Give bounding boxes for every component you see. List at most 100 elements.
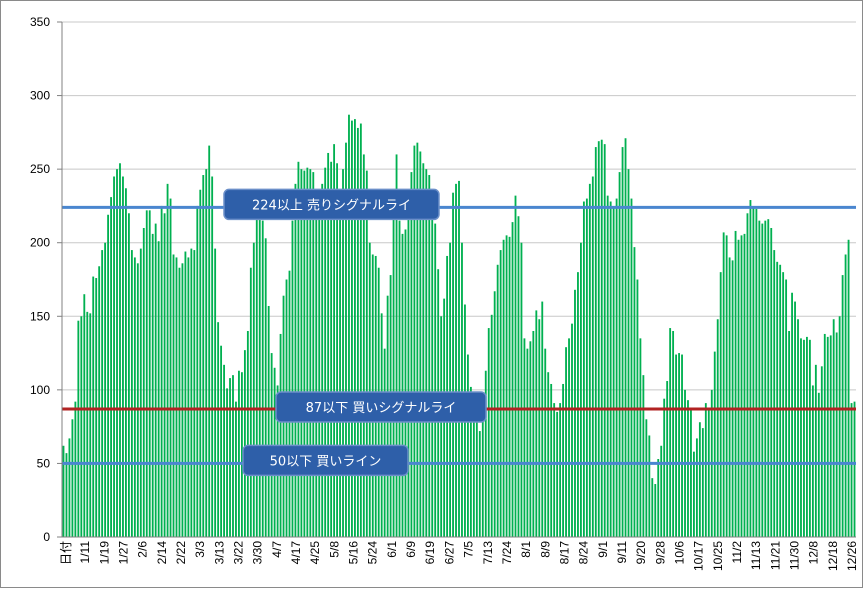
bar [336, 163, 338, 537]
bar [139, 248, 142, 537]
bar [475, 417, 478, 537]
x-tick-label: 3/3 [193, 541, 207, 558]
bar [508, 236, 511, 537]
y-tick-label: 300 [30, 89, 50, 103]
bar [89, 313, 92, 537]
annotation-text: 224以上 売りシグナルライ [252, 197, 411, 213]
x-tick-label: 3/22 [232, 541, 246, 565]
bar [687, 400, 689, 537]
bar [666, 381, 669, 537]
bar [452, 192, 454, 537]
bar [814, 364, 817, 537]
bar [255, 198, 258, 537]
x-tick-label: 5/8 [327, 541, 341, 558]
bar [291, 220, 294, 537]
bar [779, 264, 782, 537]
bar [808, 339, 811, 537]
bar [428, 175, 431, 537]
bar [113, 176, 115, 537]
bar [232, 375, 234, 537]
x-tick-label: 6/27 [442, 541, 456, 565]
bar [119, 163, 121, 537]
x-tick-label: 10/17 [692, 541, 706, 571]
bar [110, 197, 112, 537]
bar [92, 276, 95, 537]
bar [526, 348, 529, 537]
bar [690, 408, 692, 537]
bar [434, 223, 437, 537]
bar [190, 248, 193, 537]
bar [279, 333, 282, 537]
bar [654, 484, 657, 537]
bar [648, 435, 651, 537]
bar [853, 401, 856, 537]
y-tick-label: 0 [43, 530, 50, 544]
bar [122, 176, 124, 537]
x-tick-label: 12/18 [826, 541, 840, 571]
bar [267, 305, 270, 537]
bar [698, 422, 701, 537]
bar [65, 453, 68, 537]
bar [83, 294, 86, 537]
bar [169, 198, 172, 537]
bar [157, 241, 160, 538]
bar [574, 289, 576, 537]
bar [669, 328, 672, 537]
bar [303, 170, 306, 538]
y-tick-label: 250 [30, 162, 50, 176]
bar [672, 331, 675, 537]
x-tick-label: 10/25 [711, 541, 725, 571]
bar [71, 419, 74, 537]
bar [315, 217, 318, 537]
bar [419, 151, 422, 538]
x-tick-label: 5/24 [366, 541, 380, 565]
bar [844, 254, 847, 538]
bar [127, 213, 130, 538]
bar [823, 333, 826, 537]
bar [820, 366, 823, 537]
bar [502, 239, 505, 537]
bar [264, 238, 267, 538]
bar [618, 172, 621, 537]
x-axis-ticks: 日付 1/11 1/19 1/27 2/6 2/14 2/22 3/3 3/13 3/22 3/30… [59, 541, 859, 571]
bar [633, 247, 636, 537]
bar [249, 267, 252, 537]
bar [240, 372, 243, 537]
bar [116, 169, 118, 537]
bar [541, 301, 544, 537]
bar [734, 230, 737, 537]
bar [362, 154, 365, 537]
bar [761, 223, 764, 537]
bar [229, 378, 231, 537]
annotation-box [223, 188, 440, 221]
bar [449, 242, 451, 537]
bar [657, 459, 660, 537]
bar [630, 198, 633, 537]
bar [478, 431, 481, 537]
bar [571, 323, 573, 537]
bar [788, 331, 791, 537]
bar [585, 198, 588, 537]
bar [181, 263, 184, 537]
x-tick-label: 3/13 [212, 541, 226, 565]
bar [755, 208, 758, 537]
bar [550, 383, 553, 537]
bar [392, 210, 395, 537]
bar [582, 201, 585, 537]
bar [603, 144, 606, 537]
bar [681, 354, 683, 537]
bar [258, 210, 261, 537]
bar [142, 228, 145, 537]
bar [252, 242, 255, 537]
bar [811, 385, 814, 537]
bar [758, 220, 761, 537]
bar [172, 254, 175, 538]
bar [847, 239, 850, 537]
bar [591, 176, 594, 537]
x-tick-label: 12/26 [845, 541, 859, 571]
bar [297, 161, 300, 538]
bar [490, 314, 493, 537]
x-tick-label: 1/11 [78, 541, 92, 564]
bar [455, 183, 457, 538]
